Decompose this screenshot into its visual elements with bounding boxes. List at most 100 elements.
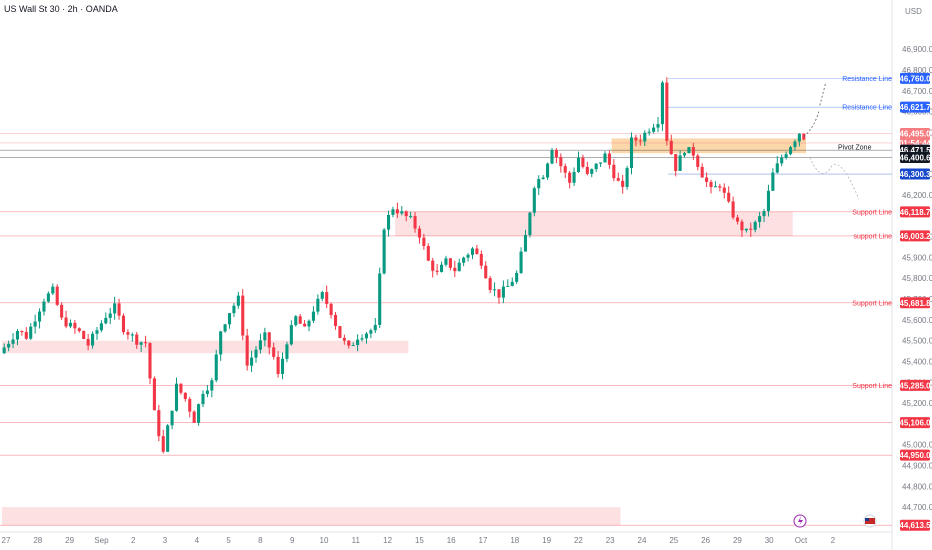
- candle-body[interactable]: [369, 330, 373, 334]
- candle-body[interactable]: [466, 254, 470, 258]
- candle-body[interactable]: [258, 340, 262, 350]
- candle-body[interactable]: [788, 147, 793, 155]
- candle-body[interactable]: [254, 349, 258, 358]
- candle-body[interactable]: [643, 132, 647, 142]
- candle-body[interactable]: [705, 177, 709, 182]
- candle-body[interactable]: [718, 186, 722, 188]
- candle-body[interactable]: [475, 248, 479, 254]
- candle-body[interactable]: [497, 289, 501, 298]
- candle-body[interactable]: [731, 201, 735, 218]
- candle-body[interactable]: [585, 166, 589, 174]
- candle-body[interactable]: [523, 235, 528, 252]
- candle-body[interactable]: [38, 311, 42, 322]
- candle-body[interactable]: [665, 82, 669, 141]
- candle-body[interactable]: [484, 265, 488, 279]
- candle-body[interactable]: [493, 289, 497, 291]
- candle-body[interactable]: [682, 153, 687, 156]
- candle-body[interactable]: [616, 178, 620, 181]
- candle-body[interactable]: [60, 304, 64, 318]
- candle-body[interactable]: [223, 324, 227, 332]
- candle-body[interactable]: [148, 343, 152, 379]
- candle-body[interactable]: [232, 305, 236, 314]
- candle-body[interactable]: [440, 264, 444, 272]
- candle-body[interactable]: [479, 253, 483, 266]
- candle-body[interactable]: [713, 186, 717, 188]
- candle-body[interactable]: [250, 357, 254, 366]
- candle-body[interactable]: [563, 166, 567, 173]
- candle-body[interactable]: [166, 425, 170, 452]
- candle-body[interactable]: [652, 127, 656, 132]
- candle-body[interactable]: [121, 315, 126, 333]
- candle-body[interactable]: [333, 314, 338, 327]
- candle-body[interactable]: [214, 354, 218, 381]
- candle-body[interactable]: [515, 272, 519, 282]
- candle-body[interactable]: [780, 157, 784, 164]
- candle-body[interactable]: [634, 137, 638, 141]
- candle-body[interactable]: [453, 267, 457, 272]
- candle-body[interactable]: [638, 140, 642, 142]
- candle-body[interactable]: [272, 347, 276, 357]
- candle-body[interactable]: [590, 169, 594, 174]
- candle-body[interactable]: [64, 317, 68, 327]
- candle-body[interactable]: [77, 328, 81, 332]
- candle-body[interactable]: [470, 248, 475, 255]
- candle-body[interactable]: [174, 383, 179, 411]
- candle-body[interactable]: [599, 162, 603, 164]
- candle-body[interactable]: [766, 190, 770, 212]
- candle-body[interactable]: [594, 163, 598, 170]
- candle-body[interactable]: [73, 322, 77, 329]
- candle-body[interactable]: [117, 303, 121, 316]
- candle-body[interactable]: [656, 124, 660, 128]
- candle-body[interactable]: [373, 324, 377, 331]
- candle-body[interactable]: [744, 228, 748, 231]
- candle-body[interactable]: [201, 393, 205, 405]
- candle-body[interactable]: [519, 251, 523, 273]
- candle-body[interactable]: [435, 270, 439, 272]
- candle-body[interactable]: [395, 209, 399, 214]
- candle-body[interactable]: [400, 211, 404, 214]
- candle-body[interactable]: [33, 321, 37, 327]
- candle-body[interactable]: [183, 392, 187, 400]
- candle-body[interactable]: [660, 82, 664, 125]
- candle-body[interactable]: [422, 237, 426, 246]
- candle-body[interactable]: [263, 332, 267, 341]
- candle-body[interactable]: [7, 343, 11, 348]
- candle-body[interactable]: [532, 188, 536, 213]
- candle-body[interactable]: [382, 229, 386, 274]
- candle-body[interactable]: [678, 155, 682, 171]
- candle-body[interactable]: [722, 187, 726, 193]
- candle-body[interactable]: [192, 411, 196, 423]
- candle-body[interactable]: [285, 344, 289, 359]
- candle-body[interactable]: [170, 410, 174, 426]
- candle-body[interactable]: [625, 168, 629, 187]
- candle-body[interactable]: [607, 153, 611, 165]
- candle-body[interactable]: [338, 326, 342, 338]
- candle-body[interactable]: [2, 347, 6, 354]
- candle-body[interactable]: [267, 332, 271, 348]
- candle-body[interactable]: [104, 317, 108, 324]
- candle-body[interactable]: [113, 303, 117, 314]
- candle-body[interactable]: [700, 166, 704, 178]
- candle-body[interactable]: [360, 338, 364, 340]
- candle-body[interactable]: [135, 334, 139, 345]
- candle-body[interactable]: [298, 316, 302, 324]
- candle-body[interactable]: [797, 133, 801, 142]
- candle-body[interactable]: [696, 155, 700, 167]
- candle-body[interactable]: [29, 326, 33, 339]
- candle-body[interactable]: [735, 217, 740, 222]
- candle-body[interactable]: [603, 153, 607, 163]
- candle-body[interactable]: [139, 342, 143, 345]
- candle-body[interactable]: [391, 209, 395, 215]
- candle-body[interactable]: [51, 286, 55, 294]
- candle-body[interactable]: [612, 164, 616, 179]
- candle-body[interactable]: [621, 180, 625, 187]
- candle-body[interactable]: [775, 163, 779, 173]
- candle-body[interactable]: [413, 216, 417, 229]
- candle-body[interactable]: [356, 339, 360, 346]
- candle-body[interactable]: [108, 313, 112, 318]
- candle-body[interactable]: [506, 285, 510, 287]
- candle-body[interactable]: [784, 154, 788, 158]
- candle-body[interactable]: [55, 286, 59, 305]
- candle-body[interactable]: [276, 356, 280, 374]
- candle-body[interactable]: [378, 273, 382, 325]
